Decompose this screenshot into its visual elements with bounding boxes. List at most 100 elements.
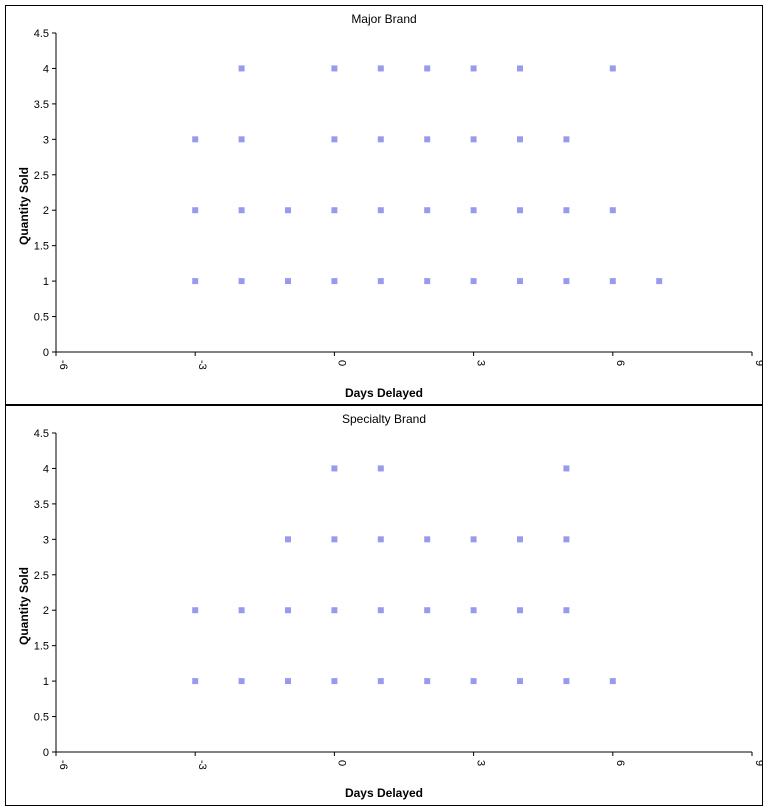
data-point [470,278,477,285]
data-point [563,278,570,285]
x-tick-label: 3 [475,360,487,366]
data-point [517,607,523,614]
data-point [424,207,431,214]
data-point [238,278,245,285]
data-point [192,278,199,285]
data-point [331,65,338,72]
data-point [656,278,663,285]
data-point [192,207,199,214]
data-point [424,65,431,72]
x-tick-label: -6 [57,760,69,770]
y-tick-label: 2.5 [34,570,49,582]
data-point [285,278,291,285]
x-tick-label: 9 [753,360,762,366]
x-tick-label: 9 [753,760,762,766]
major-brand-scatter-plot: 0 0.5 1 1.5 2 2.5 3 3.5 4 4.5 -6 -3 0 3 6 9 [34,28,762,370]
data-point [377,536,384,543]
specialty-brand-scatter-plot: 0 0.5 1 1.5 2 2.5 3 3.5 4 4.5 -6 -3 0 3 6 9 [34,428,762,770]
y-tick-label: 1.5 [34,641,49,653]
data-point [517,536,523,543]
data-point [238,65,245,72]
major-brand-panel: Major Brand 0 0.5 1 1.5 2 2.5 3 3.5 4 4.5 -6 -3 0 3 6 9… [5,5,763,405]
data-point [331,678,338,685]
data-point [285,536,291,543]
y-tick-label: 4 [43,63,49,75]
y-tick-label: 4.5 [34,28,49,40]
data-point [238,207,245,214]
y-tick-label: 2 [43,205,49,217]
x-tick-label: 6 [614,760,626,766]
data-point [470,678,477,685]
data-point [238,136,245,143]
x-tick-label: 3 [475,760,487,766]
data-point [470,136,477,143]
data-point [331,607,338,614]
specialty-brand-panel: Specialty Brand 0 0.5 1 1.5 2 2.5 3 3.5 4 4.5 -6 -3… [5,404,763,806]
chart-title: Specialty Brand [341,412,427,426]
data-point [238,678,245,685]
y-axis-title: Quantity Sold [17,567,31,645]
data-point [331,536,338,543]
data-point [609,207,616,214]
data-point [424,536,431,543]
data-point [331,136,338,143]
data-point [377,207,384,214]
data-point [424,607,431,614]
y-tick-label: 3.5 [34,99,49,111]
data-point [424,136,431,143]
y-tick-label: 2 [43,605,49,617]
data-point [377,136,384,143]
x-tick-label: 6 [614,360,626,366]
x-axis-title: Days Delayed [344,786,424,800]
data-point [517,278,523,285]
data-point [609,278,616,285]
data-point [609,65,616,72]
data-point [517,678,523,685]
y-axis-title: Quantity Sold [17,167,31,245]
chart-title: Major Brand [351,12,417,26]
data-point [285,607,291,614]
data-point [609,678,616,685]
data-point [377,278,384,285]
data-point [331,207,338,214]
data-point [285,678,291,685]
data-point [470,607,477,614]
y-tick-label: 4.5 [34,428,49,440]
y-tick-label: 3 [43,534,49,546]
data-point [285,207,291,214]
y-tick-label: 0.5 [34,312,49,324]
data-point [563,465,570,472]
y-tick-label: 0 [43,747,49,759]
x-tick-label: -6 [57,360,69,370]
data-point [238,607,245,614]
data-point [377,465,384,472]
x-axis-title: Days Delayed [344,386,424,400]
data-point [470,536,477,543]
data-point [331,278,338,285]
data-point [563,536,570,543]
data-point [470,207,477,214]
y-tick-label: 1 [43,676,49,688]
data-point [563,136,570,143]
data-point [192,136,199,143]
data-point [563,678,570,685]
y-tick-label: 0 [43,347,49,359]
y-tick-label: 3 [43,134,49,146]
y-tick-label: 1 [43,276,49,288]
y-tick-label: 0.5 [34,712,49,724]
data-point [377,607,384,614]
data-point [377,678,384,685]
y-tick-label: 4 [43,463,49,475]
data-point [563,607,570,614]
data-point [517,136,523,143]
data-point [517,65,523,72]
data-point [424,678,431,685]
data-point [192,678,199,685]
x-tick-label: 0 [335,360,347,366]
data-point [563,207,570,214]
y-tick-label: 3.5 [34,499,49,511]
x-tick-label: 0 [335,760,347,766]
y-tick-label: 1.5 [34,241,49,253]
data-point [517,207,523,214]
x-tick-label: -3 [196,360,208,370]
